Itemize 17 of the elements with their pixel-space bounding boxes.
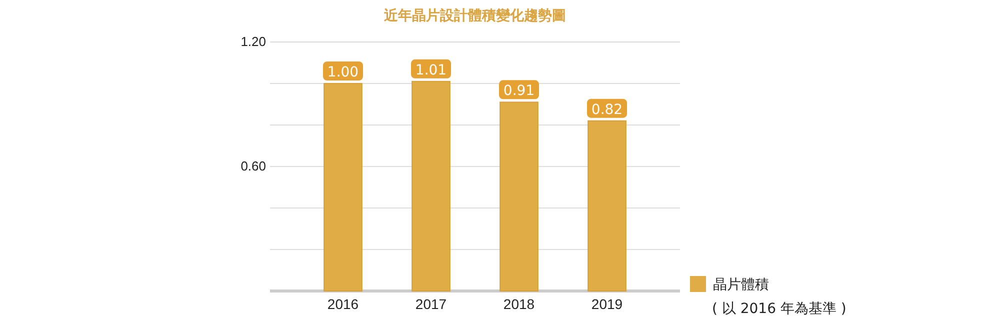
bar xyxy=(500,102,538,292)
data-label: 0.91 xyxy=(503,83,535,100)
bar xyxy=(324,83,362,292)
x-tick-label: 2016 xyxy=(327,296,359,312)
legend-label: 晶片體積 xyxy=(713,277,769,293)
data-label: 1.01 xyxy=(415,62,447,78)
text: ( 以 2016 年為基準 ) xyxy=(712,301,846,317)
bar xyxy=(412,80,450,292)
x-tick-label: 2018 xyxy=(503,296,535,312)
bar xyxy=(588,120,626,292)
data-label: 1.00 xyxy=(327,64,359,80)
x-tick-label: 2017 xyxy=(415,296,447,312)
y-tick-label: 1.20 xyxy=(240,34,266,50)
data-label: 0.82 xyxy=(591,102,623,118)
x-tick-label: 2019 xyxy=(591,296,623,312)
y-tick-label: 0.60 xyxy=(240,158,266,174)
chart-title: 近年晶片設計體積變化趨勢圖 xyxy=(383,7,566,24)
